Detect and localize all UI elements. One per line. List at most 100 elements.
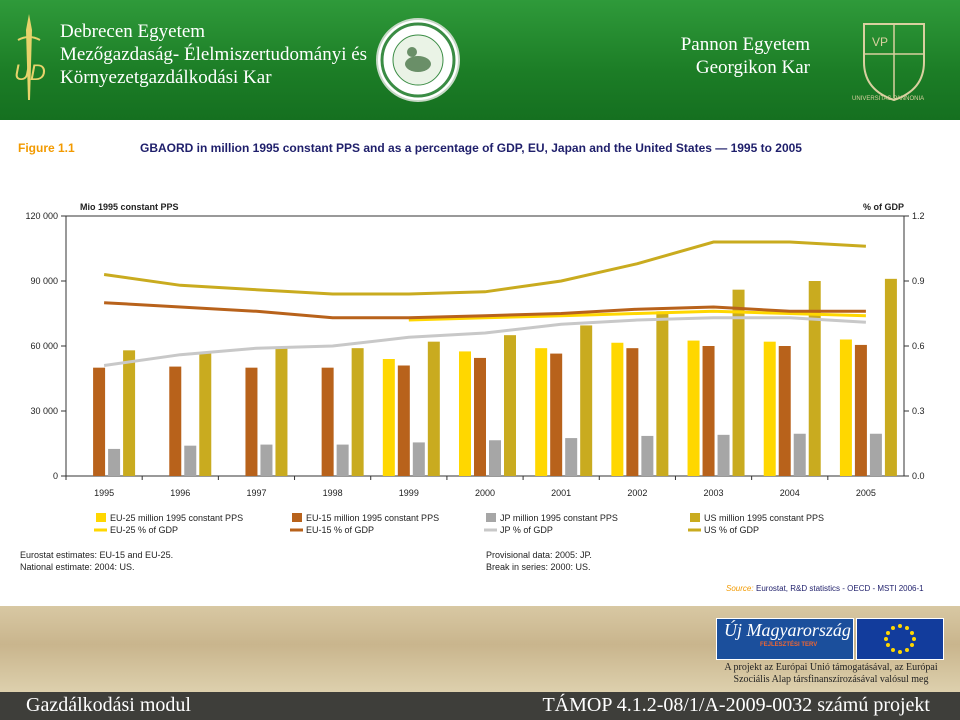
bar (580, 325, 593, 476)
bar (732, 289, 745, 476)
bar (108, 448, 121, 476)
header-left-line: Környezetgazdálkodási Kar (60, 67, 272, 88)
y-tick-label: 60 000 (30, 341, 58, 351)
bar (382, 359, 395, 476)
uj-magyarorszag-logo (716, 618, 854, 660)
y-tick-label: 120 000 (25, 211, 58, 221)
legend-label: EU-25 % of GDP (110, 525, 178, 535)
legend-swatch (486, 513, 496, 522)
bar (763, 341, 776, 476)
bar (123, 350, 136, 476)
y2-tick-label: 1.2 (912, 211, 925, 221)
source-label: Source: (726, 584, 754, 593)
y2-tick-label: 0.3 (912, 406, 925, 416)
gbaord-chart: Mio 1995 constant PPS % of GDP 0 0.0 30 00… (20, 202, 925, 593)
bar (793, 433, 806, 476)
note-right-1: Provisional data: 2005: JP. (486, 550, 592, 560)
bar (808, 281, 821, 476)
bar (336, 444, 349, 476)
note-right-2: Break in series: 2000: US. (486, 562, 591, 572)
legend-label: EU-15 million 1995 constant PPS (306, 513, 439, 523)
left-axis-label: Mio 1995 constant PPS (80, 202, 179, 212)
y-tick-label: 0 (53, 471, 58, 481)
bar (641, 435, 654, 476)
bar (260, 444, 273, 476)
bar (504, 335, 516, 476)
header-right-title: Pannon Egyetem Georgikon Kar (681, 33, 810, 79)
header-right-line: Pannon Egyetem (680, 34, 810, 55)
eu-flag-icon (856, 618, 944, 660)
footer-module-name: Gazdálkodási modul (26, 694, 191, 716)
footer-bar: Gazdálkodási modul TÁMOP 4.1.2-08/1/A-20… (0, 692, 960, 720)
bar (884, 278, 897, 476)
header-right-line: Georgikon Kar (695, 57, 810, 78)
bar (869, 433, 882, 476)
header-left-line: Debrecen Egyetem (60, 21, 206, 42)
bar (839, 339, 852, 476)
bar (397, 365, 410, 476)
right-axis-label: % of GDP (863, 202, 904, 212)
legend-label: JP % of GDP (500, 525, 553, 535)
support-note-line: A projekt az Európai Unió támogatásával,… (724, 662, 938, 673)
bar (459, 351, 471, 476)
support-note-line: Szociális Alap társfinanszírozásával val… (733, 674, 929, 685)
header-left-line: Mezőgazdaság- Élelmiszertudományi és (60, 44, 368, 65)
faculty-seal-icon (376, 18, 460, 102)
bar (550, 353, 563, 476)
bar (169, 366, 182, 476)
series-line (103, 316, 866, 367)
svg-text:VP: VP (872, 35, 888, 49)
bar (93, 367, 106, 476)
support-note: A projekt az Európai Unió támogatásával,… (710, 662, 952, 686)
legend-label: EU-25 million 1995 constant PPS (110, 513, 243, 523)
x-tick-label: 1996 (170, 488, 190, 498)
bar (199, 352, 212, 476)
legend-label: US million 1995 constant PPS (704, 513, 824, 523)
x-tick-label: 1997 (246, 488, 266, 498)
source-text: Eurostat, R&D statistics - OECD - MSTI 2… (756, 584, 924, 593)
note-left-2: National estimate: 2004: US. (20, 562, 135, 572)
figure-label: Figure 1.1 (18, 141, 75, 155)
bar (412, 442, 425, 476)
series-line (103, 240, 866, 296)
legend-label: EU-15 % of GDP (306, 525, 374, 535)
legend-swatch (96, 513, 106, 522)
figure-title: GBAORD in million 1995 constant PPS and … (140, 141, 802, 155)
bar (702, 346, 715, 476)
bar (245, 367, 258, 476)
crest-motto: UNIVERSITAS PANNONIA (852, 96, 924, 102)
x-tick-label: 2001 (551, 488, 571, 498)
x-tick-label: 1998 (323, 488, 343, 498)
bar (565, 438, 578, 476)
bar (535, 348, 548, 476)
footer-project-id: TÁMOP 4.1.2-08/1/A-2009-0032 számú proje… (542, 694, 930, 716)
x-tick-label: 2002 (627, 488, 647, 498)
bar (778, 346, 791, 476)
legend-label: US % of GDP (704, 525, 759, 535)
series-line (104, 301, 866, 320)
note-left-1: Eurostat estimates: EU-15 and EU-25. (20, 550, 173, 560)
bar (427, 341, 440, 476)
bar (275, 348, 288, 476)
bar (611, 342, 624, 476)
bar (854, 344, 867, 476)
x-tick-label: 2003 (704, 488, 724, 498)
bar (184, 445, 197, 476)
y-tick-label: 30 000 (30, 406, 58, 416)
pannon-crest-icon: VP UNIVERSITAS PANNONIA (852, 23, 925, 102)
header-banner: UD Debrecen Egyetem Mezőgazdaság- Élelmi… (0, 0, 960, 120)
bar (717, 434, 730, 476)
uj-magyarorszag-text: Új Magyarország (724, 620, 851, 640)
x-tick-label: 2000 (475, 488, 495, 498)
bar (321, 367, 334, 476)
legend-label: JP million 1995 constant PPS (500, 513, 618, 523)
legend-swatch (690, 513, 700, 522)
x-tick-label: 2005 (856, 488, 876, 498)
bar (656, 311, 669, 476)
y2-tick-label: 0.9 (912, 276, 925, 286)
series-line (408, 309, 866, 322)
y2-tick-label: 0.6 (912, 341, 925, 351)
bar (474, 357, 486, 476)
x-tick-label: 1999 (399, 488, 419, 498)
bar (351, 348, 364, 476)
